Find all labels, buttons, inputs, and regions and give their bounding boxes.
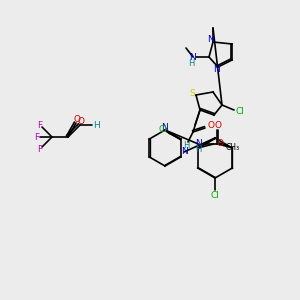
Text: O: O (74, 115, 80, 124)
Text: F: F (38, 145, 43, 154)
Text: O: O (216, 139, 223, 148)
Text: H: H (195, 146, 202, 154)
Text: N: N (190, 52, 196, 62)
Text: Cl: Cl (211, 191, 219, 200)
Text: Cl: Cl (158, 125, 167, 134)
Text: H: H (183, 142, 189, 151)
Text: CH₃: CH₃ (226, 142, 240, 152)
Text: O: O (215, 122, 222, 130)
Text: N: N (195, 140, 202, 148)
Text: N: N (213, 65, 219, 74)
Text: N: N (162, 122, 168, 131)
Text: N: N (181, 148, 188, 157)
Text: N: N (208, 35, 214, 44)
Text: F: F (38, 121, 43, 130)
Text: S: S (189, 88, 195, 98)
Text: O: O (77, 116, 85, 125)
Text: H: H (93, 121, 99, 130)
Text: O: O (208, 121, 214, 130)
Text: Cl: Cl (236, 106, 244, 116)
Text: F: F (34, 133, 40, 142)
Text: H: H (188, 58, 194, 68)
